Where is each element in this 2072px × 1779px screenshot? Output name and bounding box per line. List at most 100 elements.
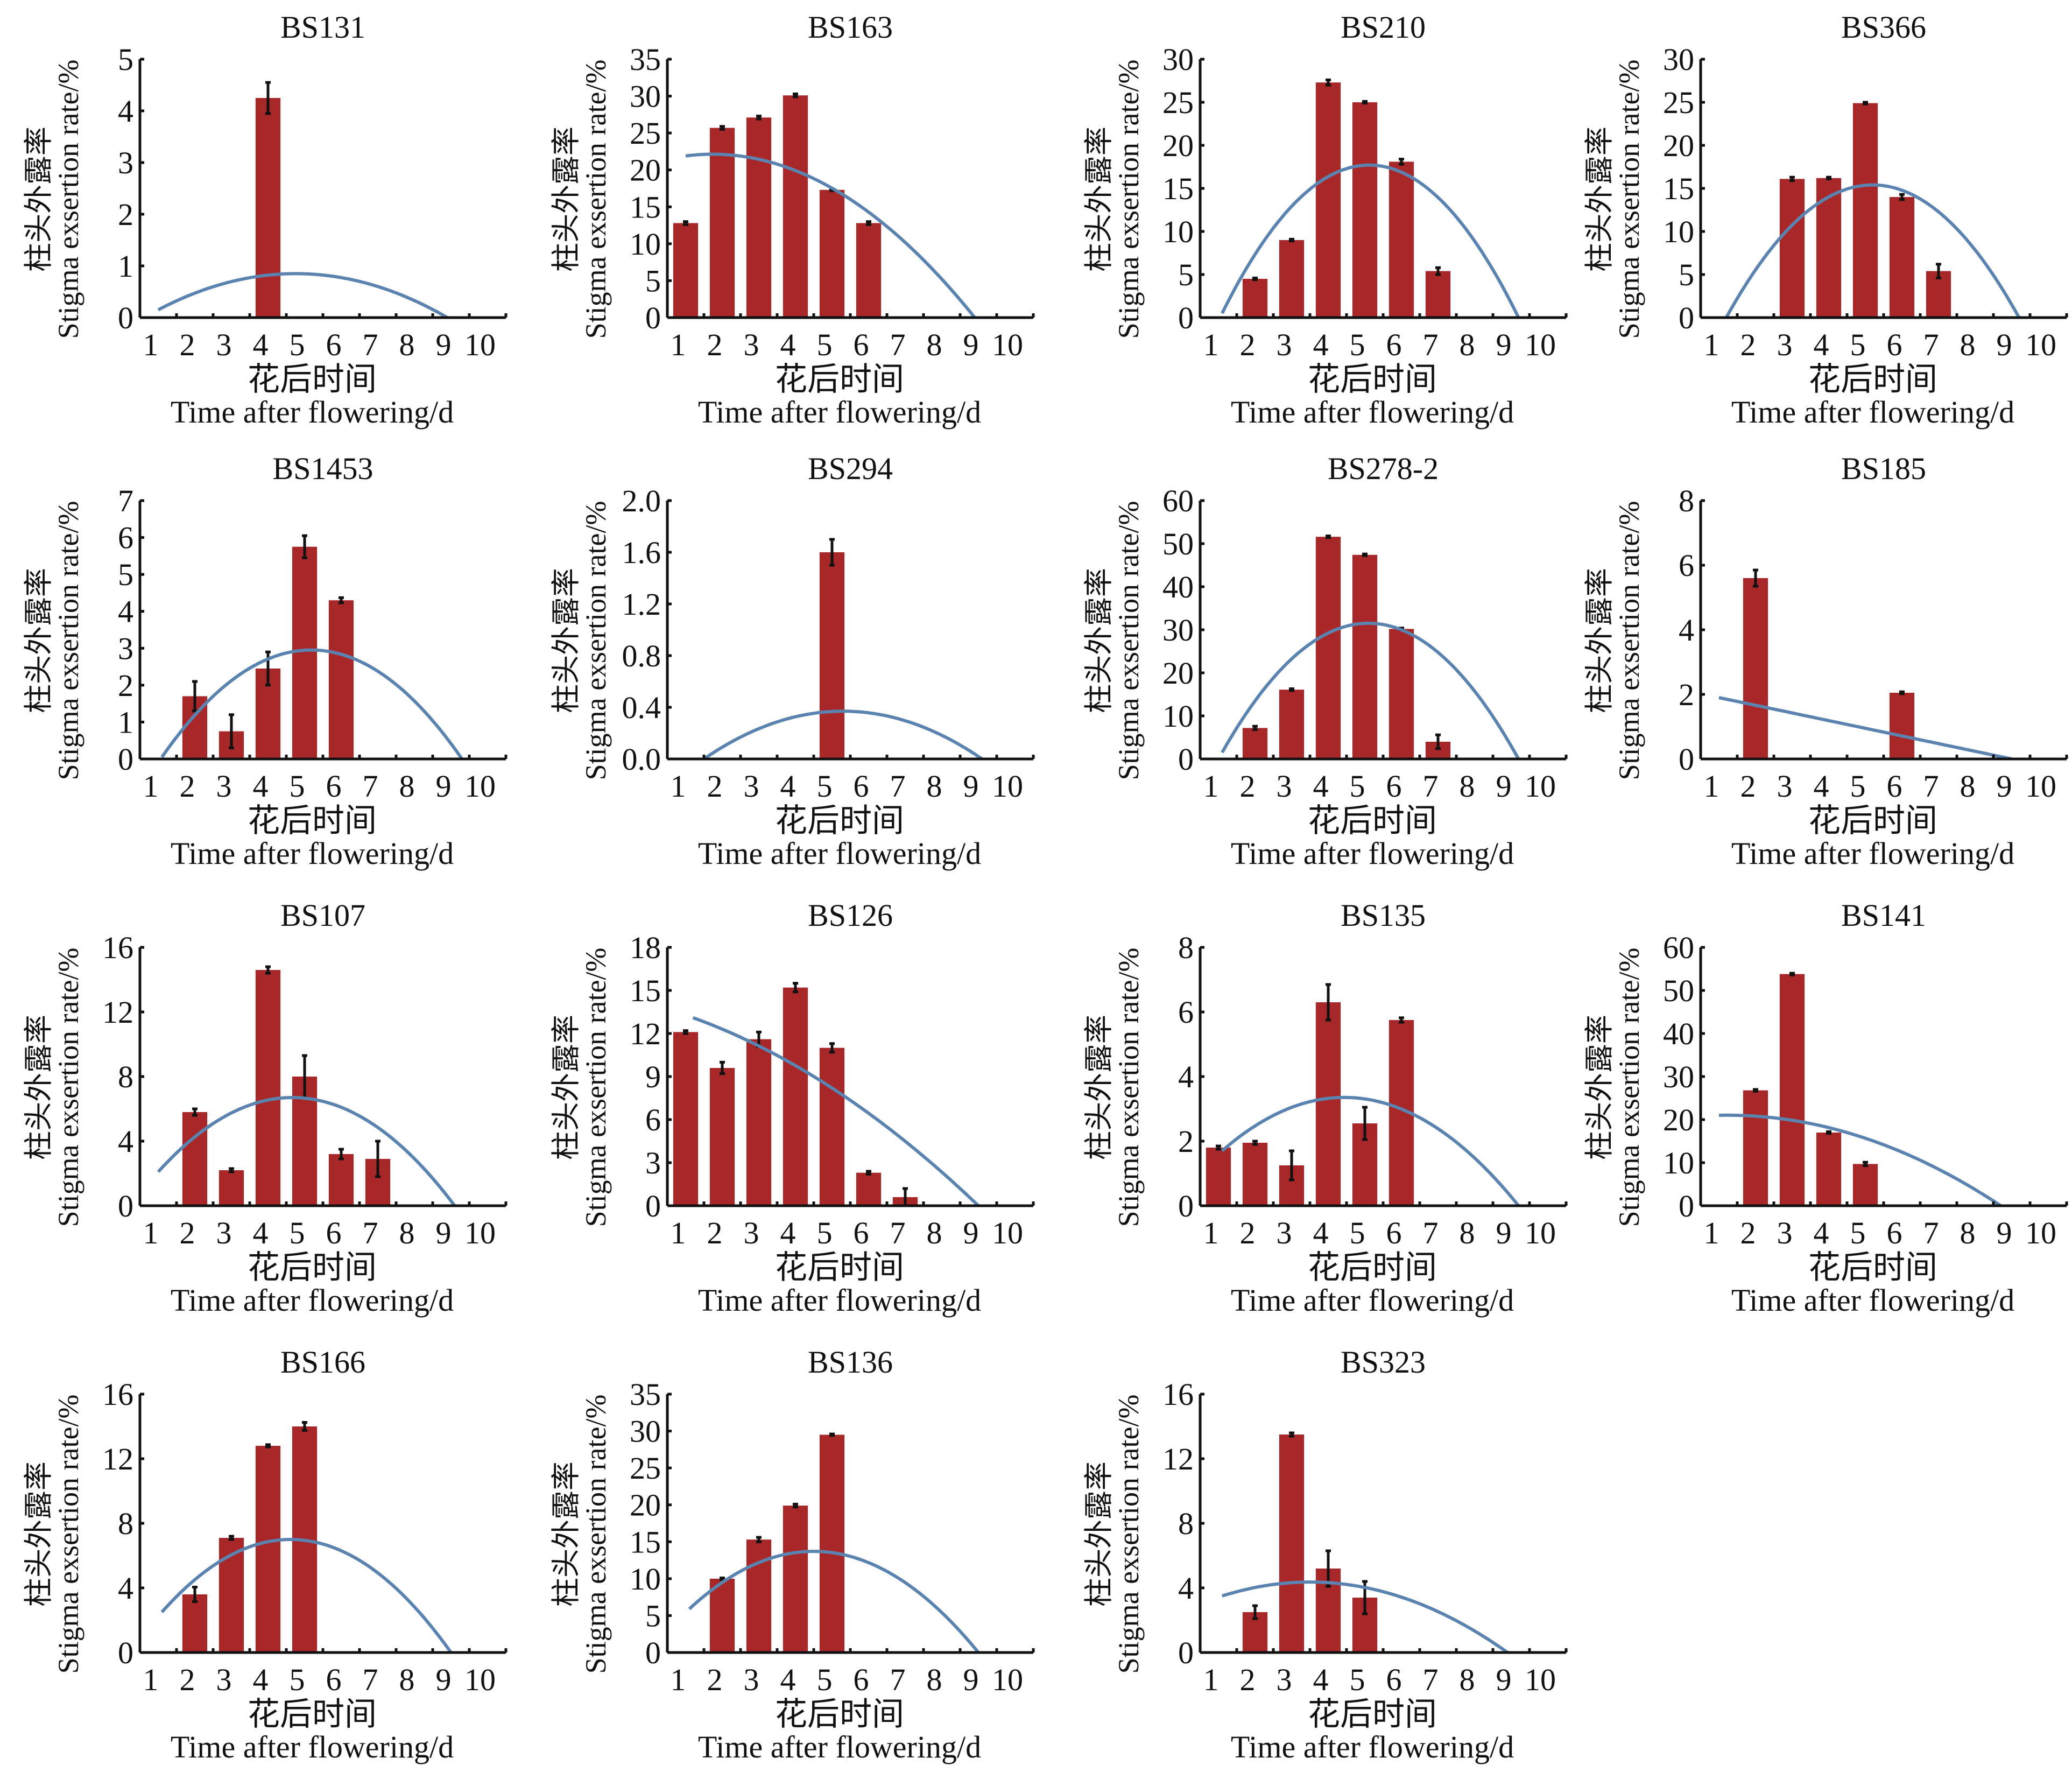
chart-title: BS166 [280, 1345, 365, 1380]
error-bar-day-4 [793, 92, 798, 99]
x-tick-label: 4 [253, 327, 269, 362]
y-axis-label-cn: 柱头外露率 [23, 1015, 55, 1160]
x-tick-label: 7 [363, 1662, 378, 1697]
chart-title: BS1453 [273, 451, 373, 486]
x-tick-label: 3 [1777, 1215, 1793, 1250]
x-tick-label: 6 [854, 769, 869, 804]
bar-day-3 [746, 1039, 772, 1206]
y-tick-label: 7 [118, 483, 133, 518]
y-axis-label: Stigma exsertion rate/% [1112, 60, 1145, 339]
y-axis-label: Stigma exsertion rate/% [580, 60, 612, 339]
y-tick-label: 1 [118, 705, 133, 740]
y-tick-label: 2 [1178, 1124, 1194, 1159]
x-tick-label: 1 [143, 1215, 159, 1250]
y-tick-label: 0 [645, 1189, 661, 1223]
x-tick-label: 1 [1704, 327, 1719, 362]
y-tick-label: 1 [118, 249, 133, 284]
x-tick-label: 1 [1203, 327, 1219, 362]
fit-curve [692, 1016, 980, 1207]
y-tick-label: 9 [645, 1059, 661, 1094]
x-tick-label: 1 [143, 769, 159, 804]
bar-day-4 [255, 970, 281, 1206]
x-tick-label: 1 [143, 1662, 159, 1697]
y-tick-label: 6 [1679, 548, 1694, 583]
fit-curve [1221, 1580, 1509, 1654]
error-bar-day-3 [229, 1167, 234, 1173]
error-bar-day-4 [793, 1502, 798, 1509]
fit-curve [1221, 1095, 1520, 1207]
x-tick-label: 5 [1850, 1215, 1866, 1250]
error-bar-day-5 [1863, 101, 1868, 106]
x-tick-label: 7 [1423, 769, 1439, 804]
x-axis-label-cn: 花后时间 [1808, 803, 1937, 839]
x-tick-label: 2 [1240, 1662, 1256, 1697]
y-tick-label: 5 [1178, 257, 1194, 292]
y-axis-label-cn: 柱头外露率 [23, 1461, 55, 1607]
x-tick-label: 6 [1887, 769, 1902, 804]
error-bar-day-7 [1435, 733, 1441, 750]
chart-panel-bs163: BS163 0 5 10 15 20 25 30 35 1 2 3 4 5 6 7 8 9 10 花后时间 Time a… [527, 0, 1035, 444]
x-tick-label: 10 [992, 1215, 1023, 1250]
x-tick-label: 9 [1997, 1215, 2012, 1250]
bar-day-4 [783, 1506, 808, 1653]
y-tick-label: 2 [118, 197, 133, 232]
x-tick-label: 1 [1203, 769, 1219, 804]
x-tick-label: 7 [890, 327, 906, 362]
bar-day-5 [1352, 102, 1378, 318]
y-tick-label: 0 [118, 300, 133, 335]
bar-day-1 [1206, 1148, 1231, 1206]
bar-day-2 [182, 1594, 208, 1653]
y-tick-label: 5 [645, 263, 661, 298]
x-tick-label: 4 [1814, 769, 1829, 804]
bar-day-4 [255, 1446, 281, 1653]
y-tick-label: 8 [1679, 483, 1694, 518]
x-tick-label: 3 [1277, 769, 1292, 804]
x-tick-label: 9 [1997, 769, 2012, 804]
error-bar-day-5 [1362, 100, 1368, 105]
error-bar-day-6 [1399, 158, 1404, 166]
y-tick-label: 10 [1162, 699, 1194, 734]
y-tick-label: 4 [1178, 1059, 1194, 1094]
x-tick-label: 7 [363, 769, 378, 804]
x-tick-label: 2 [707, 327, 723, 362]
bar-day-6 [328, 1154, 354, 1206]
y-tick-label: 6 [118, 521, 133, 556]
y-tick-label: 0 [1679, 742, 1694, 777]
x-tick-label: 5 [1350, 1215, 1365, 1250]
y-tick-label: 30 [1162, 613, 1194, 648]
y-tick-label: 2 [118, 668, 133, 703]
x-tick-label: 8 [399, 327, 415, 362]
x-axis-label-cn: 花后时间 [1308, 803, 1437, 839]
chart-title: BS135 [1341, 898, 1426, 933]
y-axis-label: Stigma exsertion rate/% [580, 948, 612, 1227]
axes [1199, 501, 1566, 761]
chart-panel-bs141: BS141 0 10 20 30 40 50 60 1 2 3 4 5 6 7 8 9 10 花后时间 Time af… [1561, 888, 2068, 1332]
y-tick-label: 0 [1178, 1189, 1194, 1223]
y-tick-label: 8 [1178, 1506, 1194, 1541]
y-tick-label: 4 [1679, 613, 1694, 648]
y-tick-label: 10 [1162, 214, 1194, 249]
x-tick-label: 6 [1386, 769, 1402, 804]
x-tick-label: 1 [671, 1215, 686, 1250]
x-axis-label: Time after flowering/d [698, 1283, 981, 1318]
y-axis-label-cn: 柱头外露率 [23, 568, 55, 713]
x-tick-label: 10 [464, 1662, 496, 1697]
x-axis-label: Time after flowering/d [698, 1729, 981, 1764]
y-tick-label: 30 [1663, 42, 1694, 77]
x-tick-label: 2 [1740, 1215, 1756, 1250]
x-tick-label: 6 [326, 1215, 342, 1250]
x-tick-label: 6 [1386, 327, 1402, 362]
x-tick-label: 3 [744, 1662, 759, 1697]
x-axis-label: Time after flowering/d [171, 836, 454, 871]
x-tick-label: 4 [1313, 1215, 1329, 1250]
y-tick-label: 5 [118, 557, 133, 592]
y-tick-label: 6 [645, 1102, 661, 1137]
error-bar-day-2 [1252, 1140, 1258, 1146]
x-tick-label: 7 [890, 1662, 906, 1697]
chart-title: BS366 [1841, 10, 1926, 45]
fit-curve [688, 1550, 980, 1654]
